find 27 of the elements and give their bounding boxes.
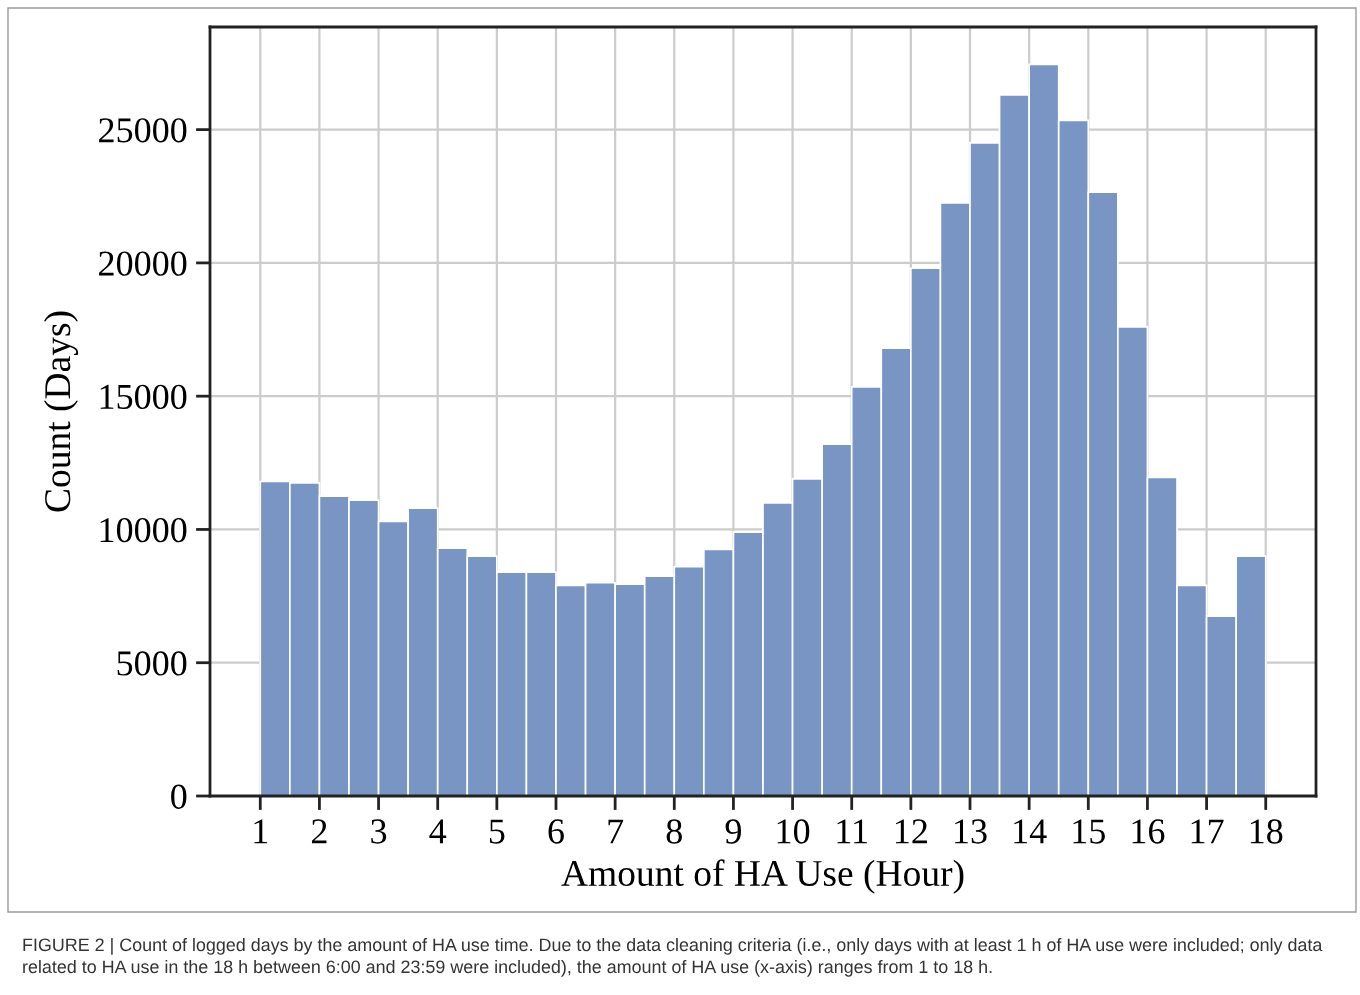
caption: FIGURE 2 | Count of logged days by the amount of HA use time. Due to the data cleaning criteria (i.e., only days with at least 1 h of HA use were included; only data related to HA use in the 18 h between 6:00 and 23:59 were included), the amount of HA use (x-axis) ranges from 1 to 18 h. (23, 938, 1323, 977)
x-tick-label: 7 (608, 819, 624, 844)
x-tick-label: 2 (311, 819, 327, 844)
y-tick-label: 5000 (117, 651, 187, 676)
x-tick-label: 18 (1250, 819, 1283, 844)
y-tick-label: 10000 (100, 517, 187, 543)
x-tick-label: 4 (429, 819, 447, 844)
x-tick-label: 15 (1073, 819, 1105, 844)
y-axis-title: Count (Days) (43, 311, 79, 512)
y-tick-label: 15000 (100, 384, 187, 410)
x-tick-label: 13 (955, 819, 987, 844)
x-tick-label: 5 (489, 819, 505, 844)
x-axis-title: Amount of HA Use (Hour) (561, 859, 964, 894)
y-tick-label: 20000 (99, 251, 187, 276)
y-tick-label: 0 (171, 784, 187, 809)
x-tick-label: 14 (1014, 819, 1047, 844)
x-tick-label: 3 (371, 819, 387, 844)
x-tick-label: 1 (254, 819, 268, 844)
x-tick-label: 16 (1132, 819, 1165, 844)
x-tick-label: 11 (837, 819, 867, 844)
x-tick-label: 6 (548, 819, 564, 844)
x-tick-label: 8 (666, 819, 682, 844)
x-tick-label: 17 (1191, 819, 1224, 844)
x-tick-label: 10 (777, 819, 810, 844)
x-tick-label: 12 (895, 819, 927, 844)
y-tick-label: 25000 (99, 118, 187, 143)
x-tick-label: 9 (725, 819, 741, 844)
